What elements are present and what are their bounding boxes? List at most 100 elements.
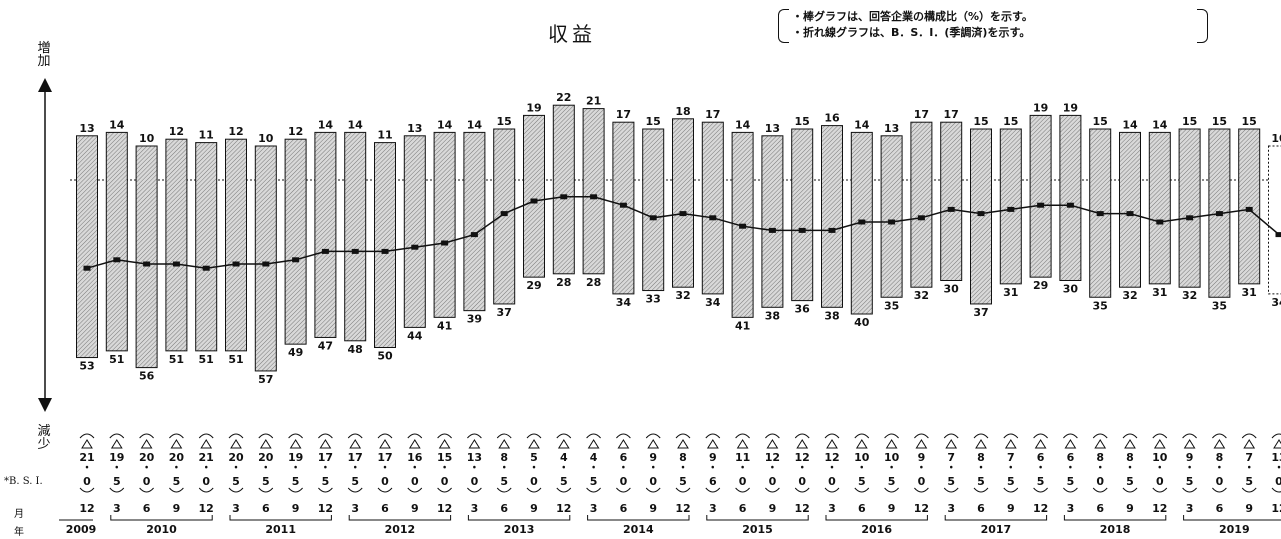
year-label-2009: 2009 xyxy=(66,523,97,536)
month-label-2013-3: 3 xyxy=(471,502,479,515)
month-label-2010-9: 9 xyxy=(173,502,181,515)
bsi-paren-bottom-2013-3 xyxy=(467,487,482,493)
bar-2012-9 xyxy=(403,135,426,328)
label-up-2018-12: 14 xyxy=(1152,118,1168,131)
bsi-int-2011-9: 19 xyxy=(288,451,303,464)
month-label-2017-12: 12 xyxy=(1033,502,1048,515)
label-down-2016-12: 32 xyxy=(914,289,929,302)
bsi-dot-2011-12: ・ xyxy=(320,463,330,474)
bsi-decimal-2015-12: 0 xyxy=(798,475,806,488)
bsi-paren-bottom-2010-6 xyxy=(139,487,154,493)
bsi-triangle-2017-9 xyxy=(1004,439,1017,449)
bar-2013-9 xyxy=(523,114,545,278)
bsi-int-2018-12: 10 xyxy=(1152,451,1168,464)
bsi-dot-2016-6: ・ xyxy=(857,463,867,474)
bsi-decimal-2011-12: 5 xyxy=(322,475,330,488)
bsi-point-2018-3 xyxy=(1066,202,1074,208)
bar-2013-12 xyxy=(552,104,575,275)
bsi-decimal-2009-12: 0 xyxy=(83,475,91,488)
bsi-point-2009-12 xyxy=(83,265,91,271)
bsi-paren-top-2015-3 xyxy=(705,433,721,439)
bsi-paren-top-2011-3 xyxy=(228,433,244,439)
label-down-2011-6: 57 xyxy=(258,373,273,386)
bsi-paren-bottom-2011-9 xyxy=(288,487,303,493)
bsi-decimal-2015-6: 0 xyxy=(739,475,747,488)
bsi-decimal-2013-12: 5 xyxy=(560,475,568,488)
year-label-2010: 2010 xyxy=(146,523,177,536)
bsi-triangle-2017-3 xyxy=(945,439,958,449)
bar-2010-9 xyxy=(165,138,188,352)
bsi-dot-2019-6: ・ xyxy=(1214,463,1224,474)
legend-line-bsi: ・折れ線グラフは、B．S．I．(季調済)を示す。 xyxy=(792,26,1031,39)
label-down-2016-9: 35 xyxy=(884,299,899,312)
legend-note: ・棒グラフは、回答企業の構成比（%）を示す。 ・折れ線グラフは、B．S．I．(季… xyxy=(778,9,1208,43)
bsi-paren-top-2010-9 xyxy=(169,433,184,439)
bsi-point-2015-9 xyxy=(768,227,776,233)
label-up-2011-3: 12 xyxy=(228,125,243,138)
month-label-2016-6: 6 xyxy=(858,502,866,515)
label-up-2015-12: 15 xyxy=(795,115,810,128)
bar-2010-12 xyxy=(195,142,218,352)
bsi-triangle-2011-9 xyxy=(289,439,302,449)
bsi-decimal-2010-6: 0 xyxy=(143,475,151,488)
bsi-dot-2017-3: ・ xyxy=(946,463,956,474)
bsi-paren-bottom-2018-12 xyxy=(1152,487,1168,493)
bsi-point-2016-6 xyxy=(858,219,866,225)
bsi-int-2014-9: 9 xyxy=(649,451,657,464)
bsi-triangle-2009-12 xyxy=(81,439,93,449)
label-down-2013-12: 28 xyxy=(556,276,571,289)
label-down-2012-3: 48 xyxy=(348,343,363,356)
label-up-2010-6: 10 xyxy=(139,132,155,145)
bsi-dot-2012-3: ・ xyxy=(350,463,360,474)
bsi-paren-bottom-2011-6 xyxy=(258,487,274,493)
month-label-2018-3: 3 xyxy=(1067,502,1075,515)
year-bracket-2014 xyxy=(587,515,690,521)
bsi-point-2016-3 xyxy=(828,227,836,233)
bsi-decimal-2013-3: 0 xyxy=(471,475,479,488)
bsi-dot-2014-12: ・ xyxy=(678,463,688,474)
bsi-dot-2019-12: ・ xyxy=(1274,463,1281,474)
month-label-2012-6: 6 xyxy=(381,502,389,515)
label-up-2016-12: 17 xyxy=(914,108,929,121)
label-up-2017-9: 15 xyxy=(1003,115,1018,128)
bsi-triangle-2010-6 xyxy=(140,439,153,449)
bsi-paren-top-2014-9 xyxy=(645,433,661,439)
bsi-point-2015-12 xyxy=(798,227,806,233)
bsi-decimal-2017-9: 5 xyxy=(1007,475,1015,488)
bsi-triangle-2015-6 xyxy=(736,439,749,449)
bsi-decimal-2011-9: 5 xyxy=(292,475,300,488)
bsi-decimal-2018-6: 0 xyxy=(1096,475,1104,488)
bsi-dot-2017-12: ・ xyxy=(1036,463,1046,474)
month-label-2010-12: 12 xyxy=(199,502,214,515)
bsi-paren-top-2016-6 xyxy=(854,433,870,439)
bsi-int-2011-6: 20 xyxy=(258,451,274,464)
bsi-dot-2010-3: ・ xyxy=(112,463,122,474)
bsi-dot-2010-12: ・ xyxy=(201,463,211,474)
bsi-paren-bottom-2013-9 xyxy=(526,487,542,493)
bsi-decimal-2018-9: 5 xyxy=(1126,475,1134,488)
bsi-int-2017-6: 8 xyxy=(977,451,985,464)
bsi-paren-top-2017-9 xyxy=(1003,433,1019,439)
label-up-2011-9: 12 xyxy=(288,125,303,138)
month-label-2018-9: 9 xyxy=(1126,502,1134,515)
bsi-point-2019-9 xyxy=(1245,206,1253,212)
label-up-2014-12: 18 xyxy=(675,105,690,118)
bsi-decimal-2011-6: 5 xyxy=(262,475,270,488)
bsi-decimal-2014-3: 5 xyxy=(590,475,598,488)
bsi-paren-bottom-2015-6 xyxy=(735,487,750,493)
bsi-point-2014-12 xyxy=(679,211,687,217)
bsi-dot-2014-9: ・ xyxy=(648,463,658,474)
bsi-decimal-2019-12: 0 xyxy=(1275,475,1281,488)
month-label-2014-9: 9 xyxy=(649,502,657,515)
bsi-triangle-2014-12 xyxy=(677,439,689,449)
year-bracket-2018 xyxy=(1063,515,1167,521)
bsi-paren-top-2017-3 xyxy=(943,433,959,439)
bsi-dot-2017-6: ・ xyxy=(976,463,986,474)
month-label-2009-12: 12 xyxy=(79,502,94,515)
month-label-2011-9: 9 xyxy=(292,502,300,515)
bsi-paren-bottom-2012-3 xyxy=(347,487,363,493)
label-up-2017-3: 17 xyxy=(944,108,959,121)
bsi-int-2011-12: 17 xyxy=(318,451,333,464)
label-down-2015-6: 41 xyxy=(735,319,750,332)
